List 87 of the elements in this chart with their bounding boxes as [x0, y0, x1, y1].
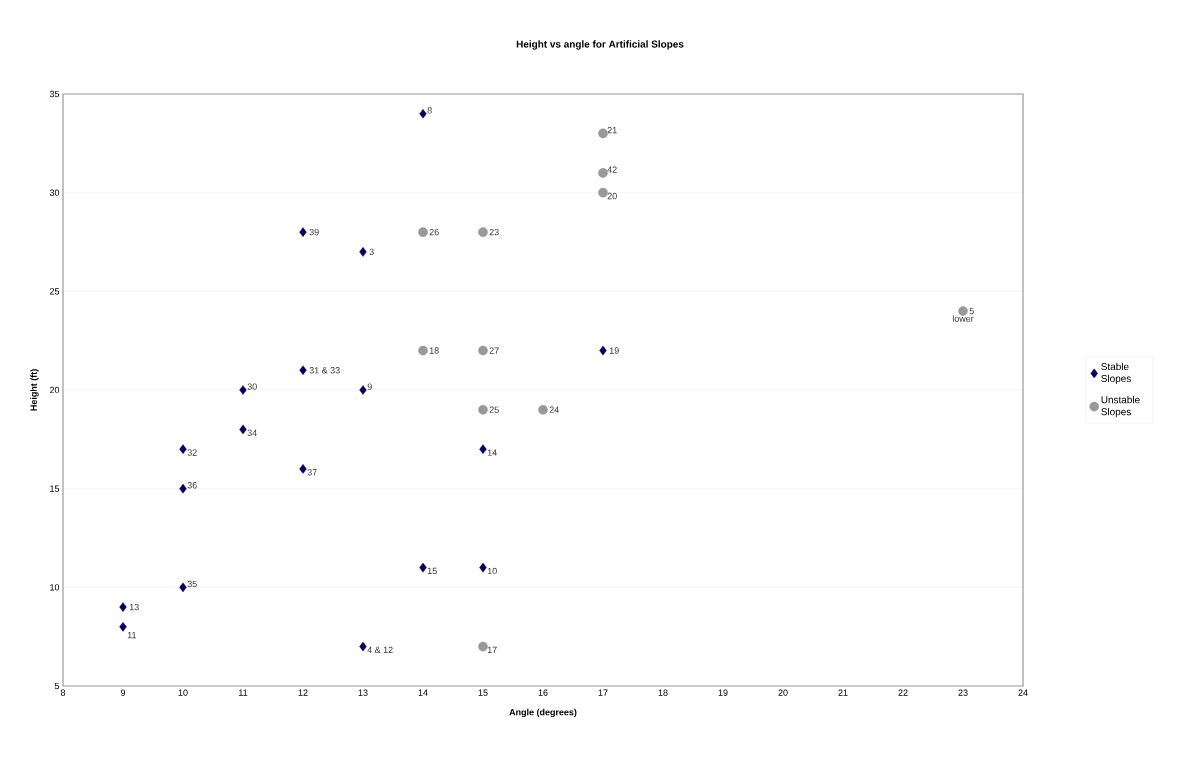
annotation: 32 [187, 449, 197, 456]
annotation: 21 [607, 127, 617, 134]
annotation: 15 [427, 567, 437, 575]
annotation: 14 [487, 449, 497, 456]
point [299, 365, 307, 376]
y-tick-label: 5 [54, 682, 60, 690]
legend-label: Stable Slopes [1101, 362, 1131, 385]
chart-title: Height vs angle for Artificial Slopes [516, 40, 684, 50]
point [299, 227, 307, 237]
annotation: 18 [429, 347, 439, 354]
annotation: 26 [429, 228, 439, 236]
x-tick-label: 22 [898, 689, 908, 696]
annotation: 19 [609, 347, 619, 354]
annotation: 4 & 12 [367, 646, 393, 654]
x-tick-label: 8 [60, 689, 66, 696]
point [598, 128, 608, 139]
point [179, 582, 187, 593]
x-tick-label: 19 [718, 689, 728, 696]
x-tick-label: 14 [418, 689, 428, 696]
point [538, 404, 548, 415]
y-tick-label: 30 [49, 189, 60, 196]
point [119, 602, 127, 612]
point [299, 464, 307, 474]
point [359, 641, 367, 652]
annotation: 25 [489, 406, 499, 413]
y-tick-label: 15 [50, 485, 60, 492]
point [359, 385, 367, 395]
annotation: 34 [247, 429, 257, 437]
x-tick-label: 12 [298, 689, 308, 696]
y-tick-label: 25 [49, 288, 60, 295]
x-tick-label: 10 [178, 689, 188, 696]
annotation: 35 [187, 580, 197, 588]
x-tick-label: 20 [778, 689, 788, 696]
legend-label: Unstable Slopes [1101, 396, 1140, 418]
point [478, 404, 488, 415]
annotation: 3 [369, 248, 374, 256]
annotation: 39 [309, 228, 319, 236]
annotation: 36 [187, 482, 197, 489]
x-tick-label: 15 [478, 689, 488, 696]
point [598, 187, 608, 198]
point [478, 345, 488, 356]
point [119, 622, 127, 632]
annotation: 17 [487, 646, 497, 653]
point [479, 444, 487, 454]
point [419, 108, 427, 119]
x-tick-label: 11 [239, 689, 248, 696]
annotation: 13 [129, 603, 139, 611]
annotation: 20 [607, 192, 617, 200]
point [418, 345, 428, 356]
annotation: lower [952, 315, 974, 322]
point [419, 562, 427, 573]
x-tick-label: 17 [598, 689, 608, 696]
annotation: 11 [127, 632, 137, 639]
y-tick-label: 10 [50, 584, 60, 591]
point [599, 345, 607, 356]
y-tick-label: 20 [49, 386, 60, 394]
annotation: 5 [969, 307, 974, 315]
x-axis-title: Angle (degrees) [509, 708, 577, 718]
annotation: 9 [367, 383, 372, 390]
point [239, 424, 247, 435]
point [478, 641, 488, 652]
annotation: 24 [549, 406, 559, 413]
annotation: 42 [607, 166, 617, 173]
annotation: 23 [489, 228, 499, 236]
point [418, 227, 428, 237]
x-tick-label: 21 [838, 689, 848, 696]
point [179, 483, 187, 494]
x-tick-label: 13 [358, 689, 368, 696]
x-tick-label: 24 [1018, 689, 1028, 696]
point [598, 168, 608, 178]
annotation: 30 [247, 383, 257, 390]
annotation: 10 [487, 567, 497, 575]
x-tick-label: 18 [658, 689, 668, 696]
y-tick-label: 35 [49, 90, 60, 98]
point [179, 444, 187, 454]
annotation: 27 [489, 347, 499, 354]
point [479, 562, 487, 573]
annotation: 31 & 33 [309, 367, 340, 374]
x-tick-label: 16 [538, 689, 548, 696]
point [478, 227, 488, 237]
annotation: 37 [307, 469, 317, 476]
annotation: 8 [427, 107, 432, 114]
point [239, 385, 247, 395]
y-axis-title: Height (ft) [30, 369, 39, 411]
point [359, 247, 367, 257]
x-tick-label: 9 [120, 689, 126, 696]
x-tick-label: 23 [958, 689, 968, 696]
